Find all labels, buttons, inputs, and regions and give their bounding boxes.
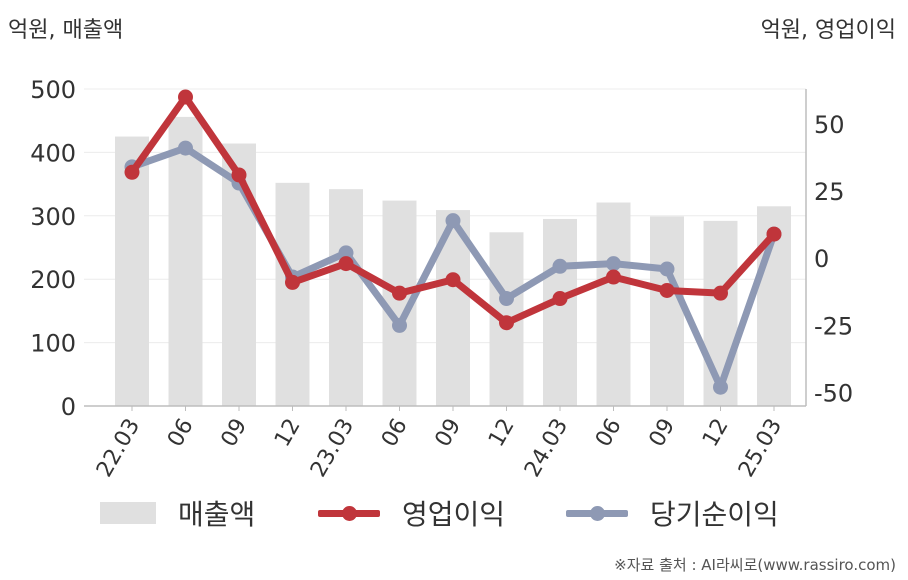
legend-item-net-income: 당기순이익 — [566, 488, 779, 538]
right-axis-tick-label: -25 — [814, 312, 853, 340]
left-axis-tick-label: 100 — [30, 330, 76, 358]
x-axis-tick-label: 12 — [484, 415, 520, 452]
bar-sales — [329, 189, 363, 406]
bar-series-sales — [115, 116, 791, 407]
x-axis-tick-label: 22.03 — [92, 415, 145, 482]
x-axis-tick-label: 24.03 — [520, 415, 573, 482]
x-axis-tick-label: 09 — [431, 415, 467, 452]
point-net-income — [552, 258, 568, 274]
point-operating-profit — [338, 256, 354, 272]
point-operating-profit — [231, 167, 247, 183]
x-axis-tick-label: 09 — [217, 415, 253, 452]
left-axis-tick-label: 500 — [30, 76, 76, 104]
x-axis-tick-label: 23.03 — [306, 415, 359, 482]
right-axis-unit-label: 억원, 영업이익 — [760, 18, 896, 43]
legend-label-operating-profit: 영업이익 — [402, 498, 506, 531]
line-series — [124, 89, 782, 395]
point-operating-profit — [445, 272, 461, 288]
point-net-income — [659, 261, 675, 277]
bar-sales — [168, 116, 203, 407]
bar-sales — [596, 202, 631, 406]
bar-sales — [115, 136, 149, 407]
bar-sales — [275, 182, 310, 406]
x-axis-tick-label: 06 — [163, 415, 199, 452]
point-operating-profit — [713, 285, 728, 301]
legend-item-operating-profit: 영업이익 — [318, 488, 505, 538]
legend-swatch-net-income — [566, 500, 628, 526]
bar-sales — [650, 216, 684, 406]
point-net-income — [445, 213, 461, 229]
point-net-income — [499, 291, 514, 307]
point-operating-profit — [606, 269, 621, 285]
x-axis-tick-label: 09 — [645, 415, 681, 452]
left-axis-tick-label: 300 — [30, 203, 76, 231]
right-axis-tick-label: 25 — [814, 178, 845, 206]
x-axis-tick-label: 12 — [270, 415, 306, 452]
right-axis-tick-label: 50 — [814, 111, 845, 139]
source-note: ※자료 출처 : AI라씨로(www.rassiro.com) — [614, 556, 896, 574]
legend: 매출액 영업이익 당기순이익 — [0, 488, 908, 538]
axes — [84, 89, 807, 411]
legend-swatch-sales — [100, 502, 156, 524]
left-axis-tick-label: 200 — [30, 266, 76, 294]
point-net-income — [392, 317, 407, 333]
right-axis-tick-label: 0 — [814, 245, 829, 273]
bar-sales — [543, 218, 577, 406]
point-net-income — [178, 140, 193, 156]
point-operating-profit — [392, 285, 407, 301]
x-axis-tick-label: 12 — [698, 415, 734, 452]
legend-item-sales: 매출액 — [100, 488, 255, 538]
left-axis-tick-label: 0 — [61, 393, 76, 421]
point-net-income — [338, 245, 354, 261]
x-axis-tick-label: 06 — [591, 415, 627, 452]
x-axis-tick-label: 25.03 — [734, 415, 787, 482]
bar-sales — [703, 220, 738, 406]
legend-label-net-income: 당기순이익 — [650, 498, 779, 531]
point-net-income — [606, 256, 621, 272]
right-axis-tick-label: -50 — [814, 380, 853, 408]
legend-swatch-operating-profit — [318, 500, 380, 526]
x-axis-tick-label: 06 — [377, 415, 413, 452]
point-operating-profit — [659, 282, 675, 298]
left-axis-tick-label: 400 — [30, 139, 76, 167]
point-operating-profit — [552, 291, 568, 307]
left-axis-unit-label: 억원, 매출액 — [8, 18, 124, 43]
legend-label-sales: 매출액 — [178, 498, 256, 531]
point-operating-profit — [499, 315, 514, 331]
point-operating-profit — [124, 164, 140, 180]
point-operating-profit — [178, 89, 193, 105]
point-net-income — [713, 379, 728, 395]
point-operating-profit — [766, 226, 782, 242]
point-operating-profit — [285, 274, 300, 290]
